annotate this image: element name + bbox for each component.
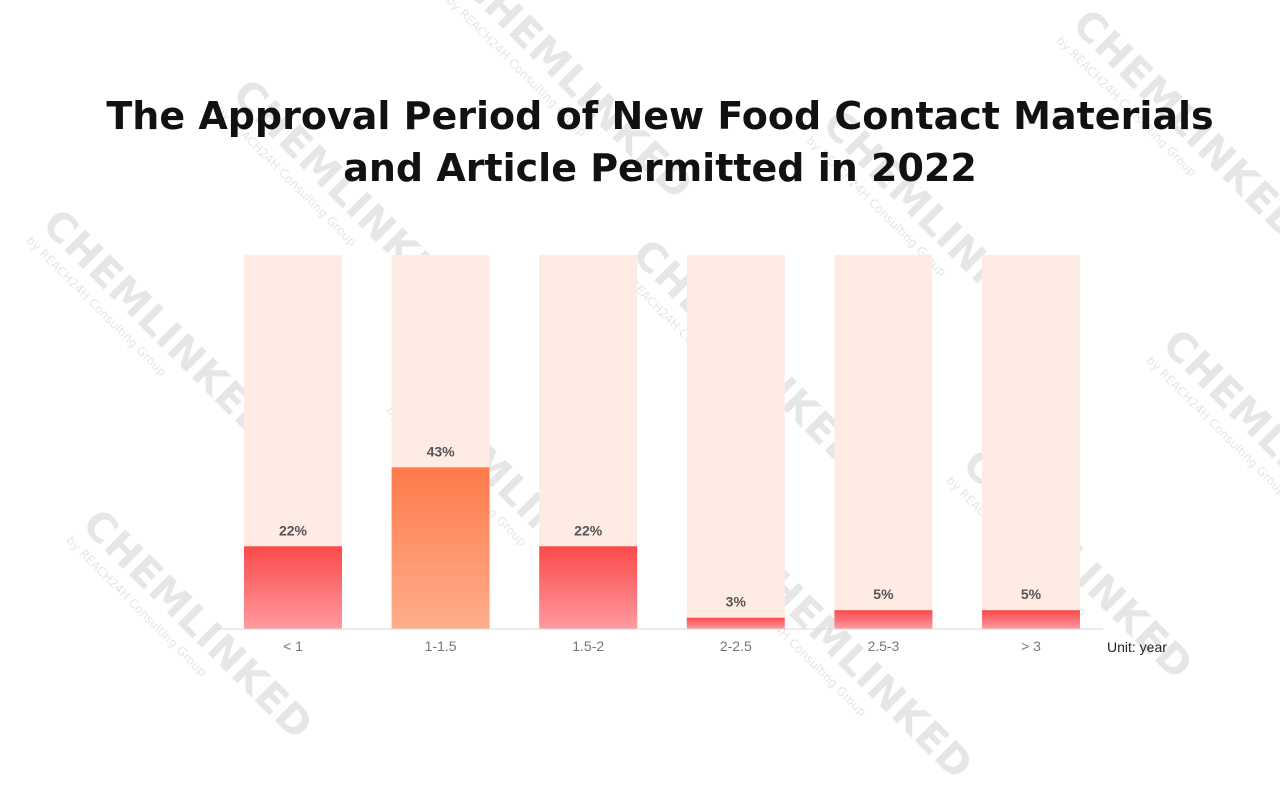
x-tick-label: 1-1.5 [425, 638, 457, 654]
x-tick-label: 1.5-2 [572, 638, 604, 654]
data-label: 43% [427, 443, 456, 459]
bar-1.5-2 [539, 546, 638, 629]
data-label: 5% [873, 586, 894, 602]
x-tick-label: < 1 [283, 638, 303, 654]
bar-chart: 22% 43% 22% 3% 5% 5% < 1 1-1.5 1.5-2 2-2.5 2.5-3 >… [218, 255, 1103, 654]
chart-title: The Approval Period of New Food Contact … [106, 94, 1214, 190]
data-label: 3% [726, 594, 747, 610]
unit-label: Unit: year [1107, 639, 1167, 655]
x-tick-label: 2-2.5 [720, 638, 752, 654]
bar-1-1.5 [391, 467, 490, 629]
bar-> 3 [982, 610, 1080, 629]
x-tick-label: > 3 [1021, 638, 1041, 654]
x-tick-label: 2.5-3 [867, 638, 899, 654]
data-label: 22% [279, 522, 308, 538]
bar-track [982, 255, 1080, 629]
bar-2.5-3 [834, 610, 933, 629]
data-label: 22% [574, 522, 603, 538]
bar-2-2.5 [686, 617, 785, 629]
data-label: 5% [1021, 586, 1042, 602]
bar-track [686, 255, 785, 629]
bar-track [834, 255, 933, 629]
bar-< 1 [244, 546, 342, 629]
